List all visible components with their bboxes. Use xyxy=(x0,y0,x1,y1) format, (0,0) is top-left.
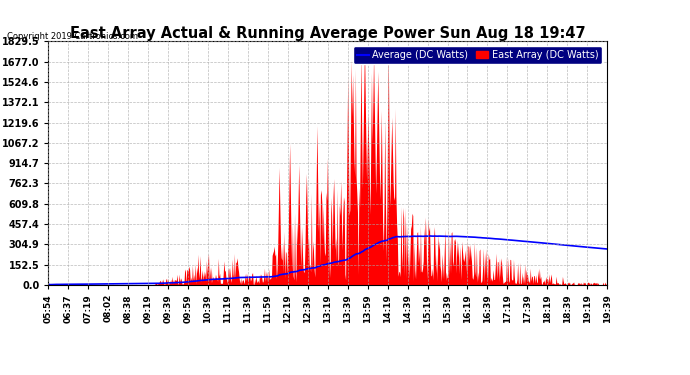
Title: East Array Actual & Running Average Power Sun Aug 18 19:47: East Array Actual & Running Average Powe… xyxy=(70,26,586,41)
Legend: Average (DC Watts), East Array (DC Watts): Average (DC Watts), East Array (DC Watts… xyxy=(353,46,602,64)
Text: Copyright 2019 Cartronics.com: Copyright 2019 Cartronics.com xyxy=(7,32,138,41)
